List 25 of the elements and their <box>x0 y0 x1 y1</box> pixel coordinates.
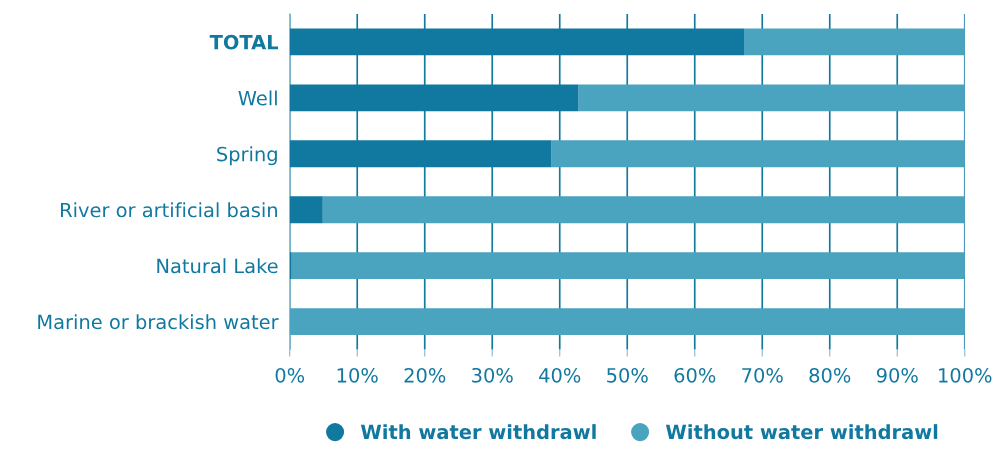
x-tick-label: 30% <box>472 367 513 383</box>
x-tick-label: 40% <box>539 367 581 383</box>
bar <box>291 252 965 280</box>
y-tick-label: Natural Lake <box>157 258 278 274</box>
legend-label: Without water withdrawl <box>665 424 938 440</box>
legend-label: With water withdrawl <box>360 424 596 440</box>
y-tick-label: TOTAL <box>209 34 279 50</box>
x-tick-label: 70% <box>742 367 783 383</box>
x-tick-label: 20% <box>404 367 446 383</box>
x-tick-label: 0% <box>275 367 305 383</box>
y-tick-label: Well <box>238 90 277 106</box>
bar <box>744 28 965 56</box>
x-tick-label: 90% <box>876 367 918 383</box>
y-tick-label: River or artificial basin <box>61 202 277 218</box>
x-tick-label: 60% <box>674 367 716 383</box>
y-tick-label: Marine or brackish water <box>38 314 279 330</box>
x-tick-label: 50% <box>607 367 648 383</box>
bar <box>551 140 965 168</box>
bar <box>578 84 965 112</box>
x-tick-label: 10% <box>337 367 378 383</box>
bar <box>322 196 965 224</box>
y-tick-label: Spring <box>217 146 277 166</box>
bar <box>289 308 965 336</box>
x-tick-label: 100% <box>939 367 992 383</box>
x-tick-label: 80% <box>809 367 851 383</box>
